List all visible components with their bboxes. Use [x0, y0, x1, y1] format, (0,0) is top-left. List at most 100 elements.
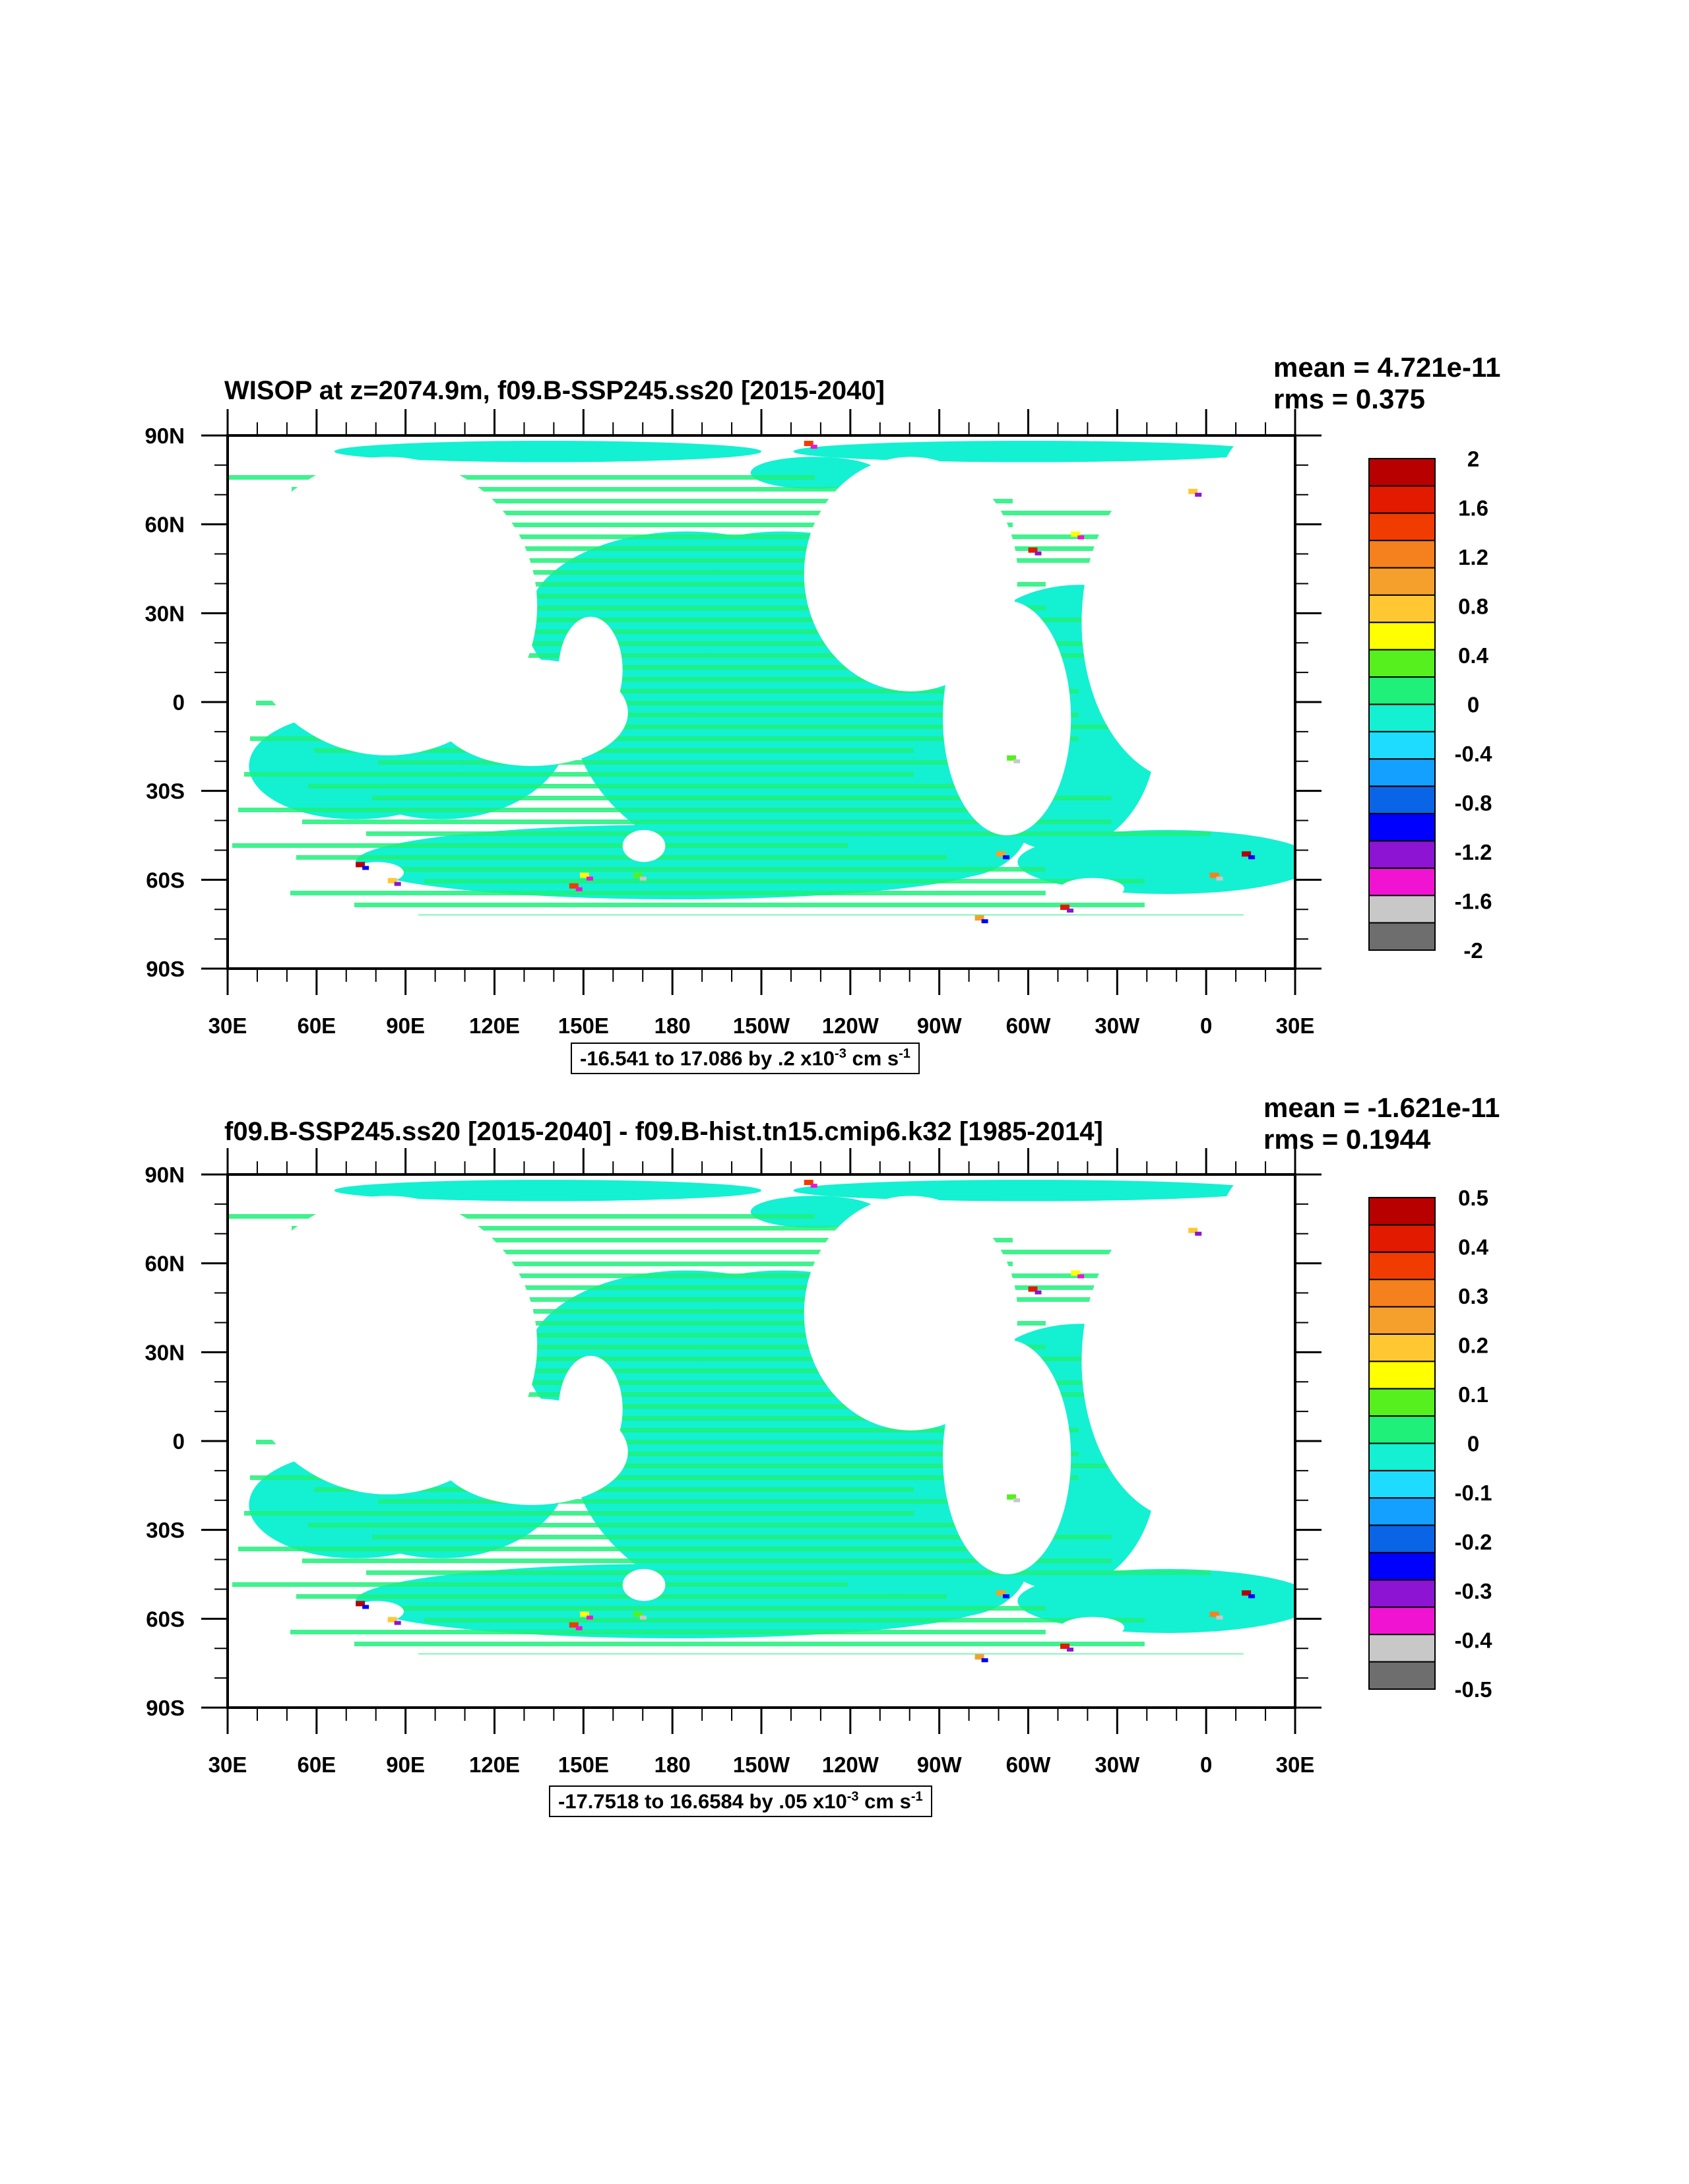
colorbar-box [1368, 1497, 1436, 1526]
land-region [238, 457, 538, 755]
extreme-value-speckle [639, 876, 647, 881]
extreme-value-speckle [387, 1617, 397, 1622]
colorbar-label: 1.6 [1458, 496, 1488, 521]
colorbar-box [1368, 1197, 1436, 1226]
lat-label: 60S [146, 1607, 185, 1631]
ocean-band [308, 1523, 1013, 1527]
colorbar-label: 0.4 [1458, 1235, 1489, 1260]
lat-label: 60S [146, 868, 185, 892]
colorbar-box [1368, 1579, 1436, 1608]
ocean-band [378, 1499, 1013, 1504]
lon-label: 150E [558, 1752, 609, 1777]
ocean-band [296, 855, 947, 860]
ocean-band [356, 499, 1013, 503]
ocean-band [228, 1214, 815, 1219]
lon-label: 90W [917, 1013, 963, 1038]
lat-label: 0 [173, 690, 185, 715]
ocean-band [390, 1428, 1079, 1432]
colorbar-box [1368, 676, 1436, 705]
colorbar-box [1368, 785, 1436, 815]
ocean-region [334, 1180, 761, 1202]
lon-label: 90E [386, 1013, 425, 1038]
lon-label: 30W [1095, 1013, 1140, 1038]
ocean-band [274, 594, 947, 598]
ocean-region [1017, 1568, 1295, 1633]
colorbar-label: -0.3 [1455, 1579, 1492, 1603]
extreme-value-speckle [1248, 855, 1256, 860]
colorbar-box [1368, 895, 1436, 924]
ocean-band [320, 1452, 1079, 1456]
ocean-band [232, 843, 848, 848]
colorbar-label: 0 [1467, 693, 1479, 717]
lat-label: 30S [146, 1518, 185, 1543]
extreme-value-speckle [1071, 531, 1081, 537]
ocean-band [424, 1618, 1145, 1622]
extreme-value-speckle [1195, 492, 1202, 497]
colorbar-label: 0.8 [1458, 594, 1488, 619]
lat-label: 90S [146, 1696, 185, 1720]
extreme-value-speckle [1067, 1648, 1074, 1652]
colorbar-box [1368, 1524, 1436, 1554]
colorbar-box [1368, 1552, 1436, 1581]
extreme-value-speckle [1216, 1615, 1223, 1620]
colorbar-box [1368, 922, 1436, 951]
extreme-value-speckle [633, 1611, 643, 1617]
colorbar-box [1368, 730, 1436, 760]
colorbar-label: 2 [1467, 447, 1479, 471]
ocean-band [408, 582, 1046, 587]
lat-label: 30S [146, 779, 185, 804]
extreme-value-speckle [810, 1184, 817, 1188]
lon-label: 120W [822, 1752, 879, 1777]
ocean-region [1017, 829, 1295, 894]
range-exponent: -3 [835, 1046, 846, 1061]
ocean-band [338, 1345, 1046, 1349]
lon-label: 150E [558, 1013, 609, 1038]
lon-label: 30E [1276, 1752, 1315, 1777]
ocean-band [292, 487, 914, 492]
land-region [804, 1196, 1018, 1430]
ocean-band [244, 772, 914, 777]
extreme-value-speckle [1028, 1286, 1038, 1292]
extreme-value-speckle [1035, 1290, 1042, 1295]
colorbar-label: -0.8 [1455, 791, 1492, 816]
extreme-value-speckle [1209, 872, 1219, 878]
colorbar-label: 0.1 [1458, 1382, 1488, 1407]
colorbar-box [1368, 649, 1436, 678]
colorbar-label: -0.4 [1455, 742, 1493, 766]
extreme-value-speckle [586, 876, 593, 881]
lon-label: 120W [822, 1013, 879, 1038]
extreme-value-speckle [1028, 547, 1038, 553]
ocean-band [290, 891, 1046, 895]
extreme-value-speckle [569, 1622, 579, 1628]
extreme-value-speckle [1077, 535, 1085, 540]
panel-1: WISOP at z=2074.9m, f09.B-SSP245.ss20 [2… [0, 0, 1689, 1082]
extreme-value-speckle [804, 441, 813, 447]
extreme-value-speckle [569, 883, 579, 889]
colorbar-label: -1.2 [1455, 840, 1492, 864]
plot-title: WISOP at z=2074.9m, f09.B-SSP245.ss20 [2… [224, 376, 885, 405]
ocean-band [360, 1606, 1046, 1611]
mean-stat: mean = 4.721e-11 [1273, 352, 1501, 383]
colorbar-label: 1.2 [1458, 545, 1488, 569]
rms-stat: rms = 0.375 [1273, 383, 1426, 414]
ocean-band [296, 1594, 947, 1599]
colorbar: 2 1.6 1.2 0.8 0.4 0 -0.4 -0.8 -1.2 -1.6 -2 [1368, 447, 1493, 963]
ocean-band [390, 689, 1079, 693]
antarctica [228, 915, 1295, 969]
colorbar-label: 0 [1467, 1432, 1479, 1456]
extreme-value-speckle [1188, 488, 1198, 494]
lon-label: 0 [1200, 1013, 1212, 1038]
colorbar-label: -1.6 [1455, 889, 1492, 914]
land-region [1060, 878, 1125, 899]
ocean-band [292, 1226, 914, 1231]
colorbar-label: 0.3 [1458, 1284, 1488, 1308]
extreme-value-speckle [387, 878, 397, 883]
colorbar-box [1368, 1333, 1436, 1363]
ocean-band [308, 784, 1013, 788]
ocean-band [244, 1511, 914, 1516]
plot-title: f09.B-SSP245.ss20 [2015-2040] - f09.B-hi… [224, 1117, 1103, 1146]
range-unit: cm s [858, 1789, 911, 1813]
lon-label: 120E [469, 1752, 520, 1777]
ocean-band [274, 1333, 947, 1337]
extreme-value-speckle [996, 851, 1005, 857]
